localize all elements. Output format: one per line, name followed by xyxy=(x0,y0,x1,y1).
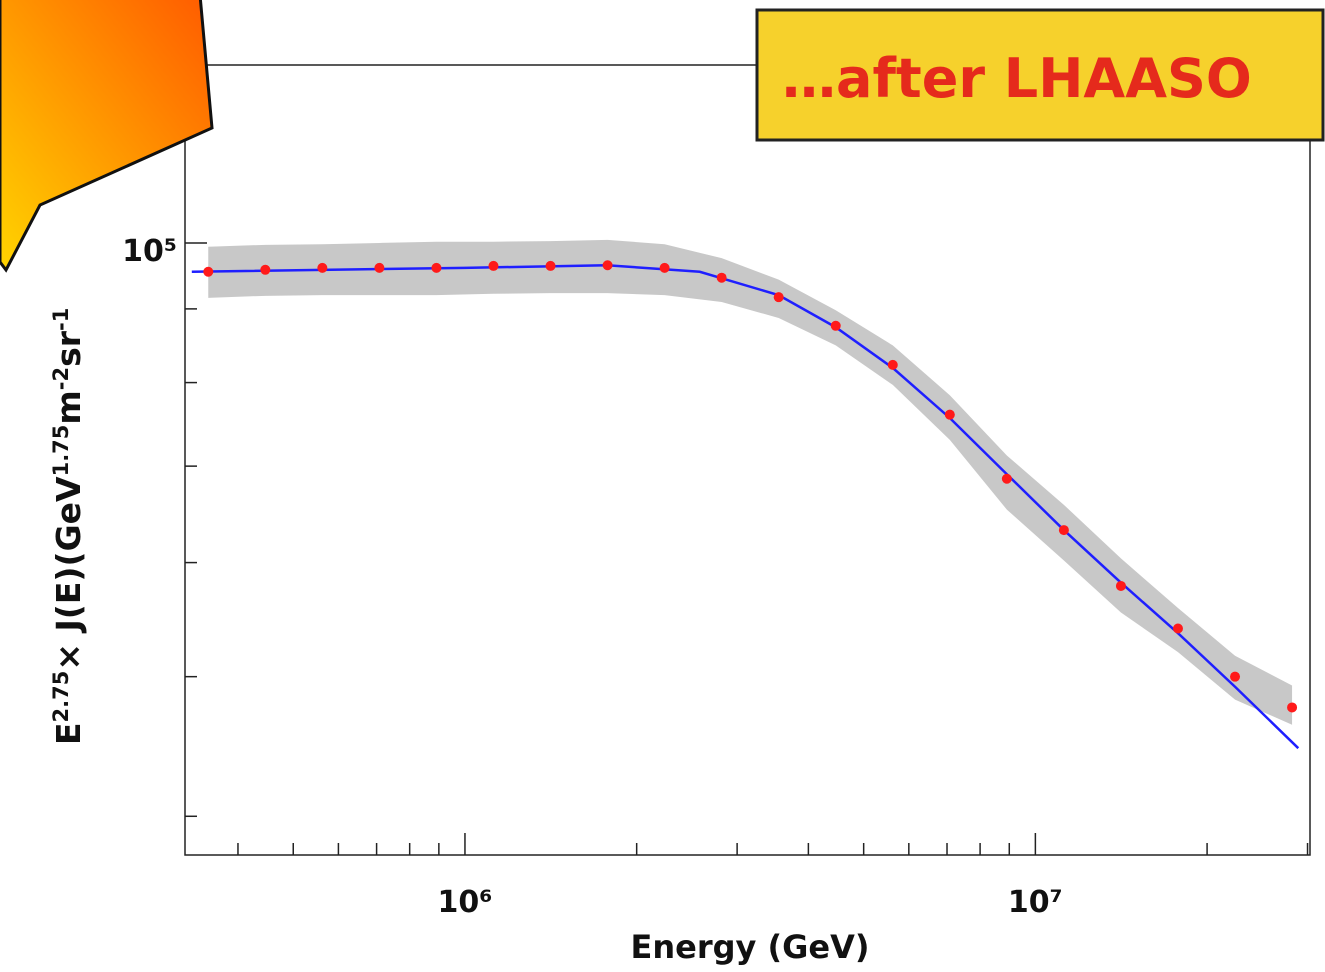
data-point xyxy=(944,409,955,420)
data-point xyxy=(659,262,670,273)
callout-shape xyxy=(0,0,214,273)
plot-frame xyxy=(184,64,1311,856)
data-point xyxy=(260,264,271,275)
data-point xyxy=(830,320,841,331)
fit-line xyxy=(191,264,1300,750)
data-point xyxy=(374,262,385,273)
plot-area: 10⁶ 10⁷ 10⁵ xyxy=(122,234,1309,920)
data-point xyxy=(431,262,442,273)
data-point xyxy=(1115,580,1126,591)
y-axis-label-part: m xyxy=(49,390,88,424)
data-point xyxy=(1172,623,1183,634)
data-point xyxy=(1058,525,1069,536)
y-axis-label-part: × J(E)(GeV xyxy=(49,476,88,671)
y-axis-label-part: sr xyxy=(49,330,88,367)
y-axis-label: E2.75× J(E)(GeV1.75m-2sr-1 xyxy=(49,308,88,745)
y-axis-label-part: -2 xyxy=(49,367,73,390)
annotation: …after LHAASO xyxy=(782,47,1252,110)
y-axis-label-part: -1 xyxy=(49,308,73,331)
error-band xyxy=(208,239,1293,725)
x-tick-label: 10⁷ xyxy=(1008,885,1063,920)
data-point xyxy=(317,262,328,273)
data-point xyxy=(488,260,499,271)
y-tick-label: 10⁵ xyxy=(122,234,177,269)
data-point xyxy=(773,292,784,303)
data-point xyxy=(203,266,214,277)
data-point xyxy=(1287,702,1298,713)
annotation-box xyxy=(755,8,1325,142)
data-point xyxy=(887,359,898,370)
y-axis-label-part: 2.75 xyxy=(49,671,73,723)
data-point xyxy=(716,272,727,283)
y-axis-label-part: E xyxy=(49,722,88,745)
x-axis-label: Energy (GeV) xyxy=(630,928,869,966)
y-axis-label-part: 1.75 xyxy=(49,425,73,477)
data-point xyxy=(602,260,613,271)
data-point xyxy=(1001,473,1012,484)
data-point xyxy=(545,260,556,271)
x-tick-label: 10⁶ xyxy=(438,885,493,920)
data-point xyxy=(1230,671,1241,682)
